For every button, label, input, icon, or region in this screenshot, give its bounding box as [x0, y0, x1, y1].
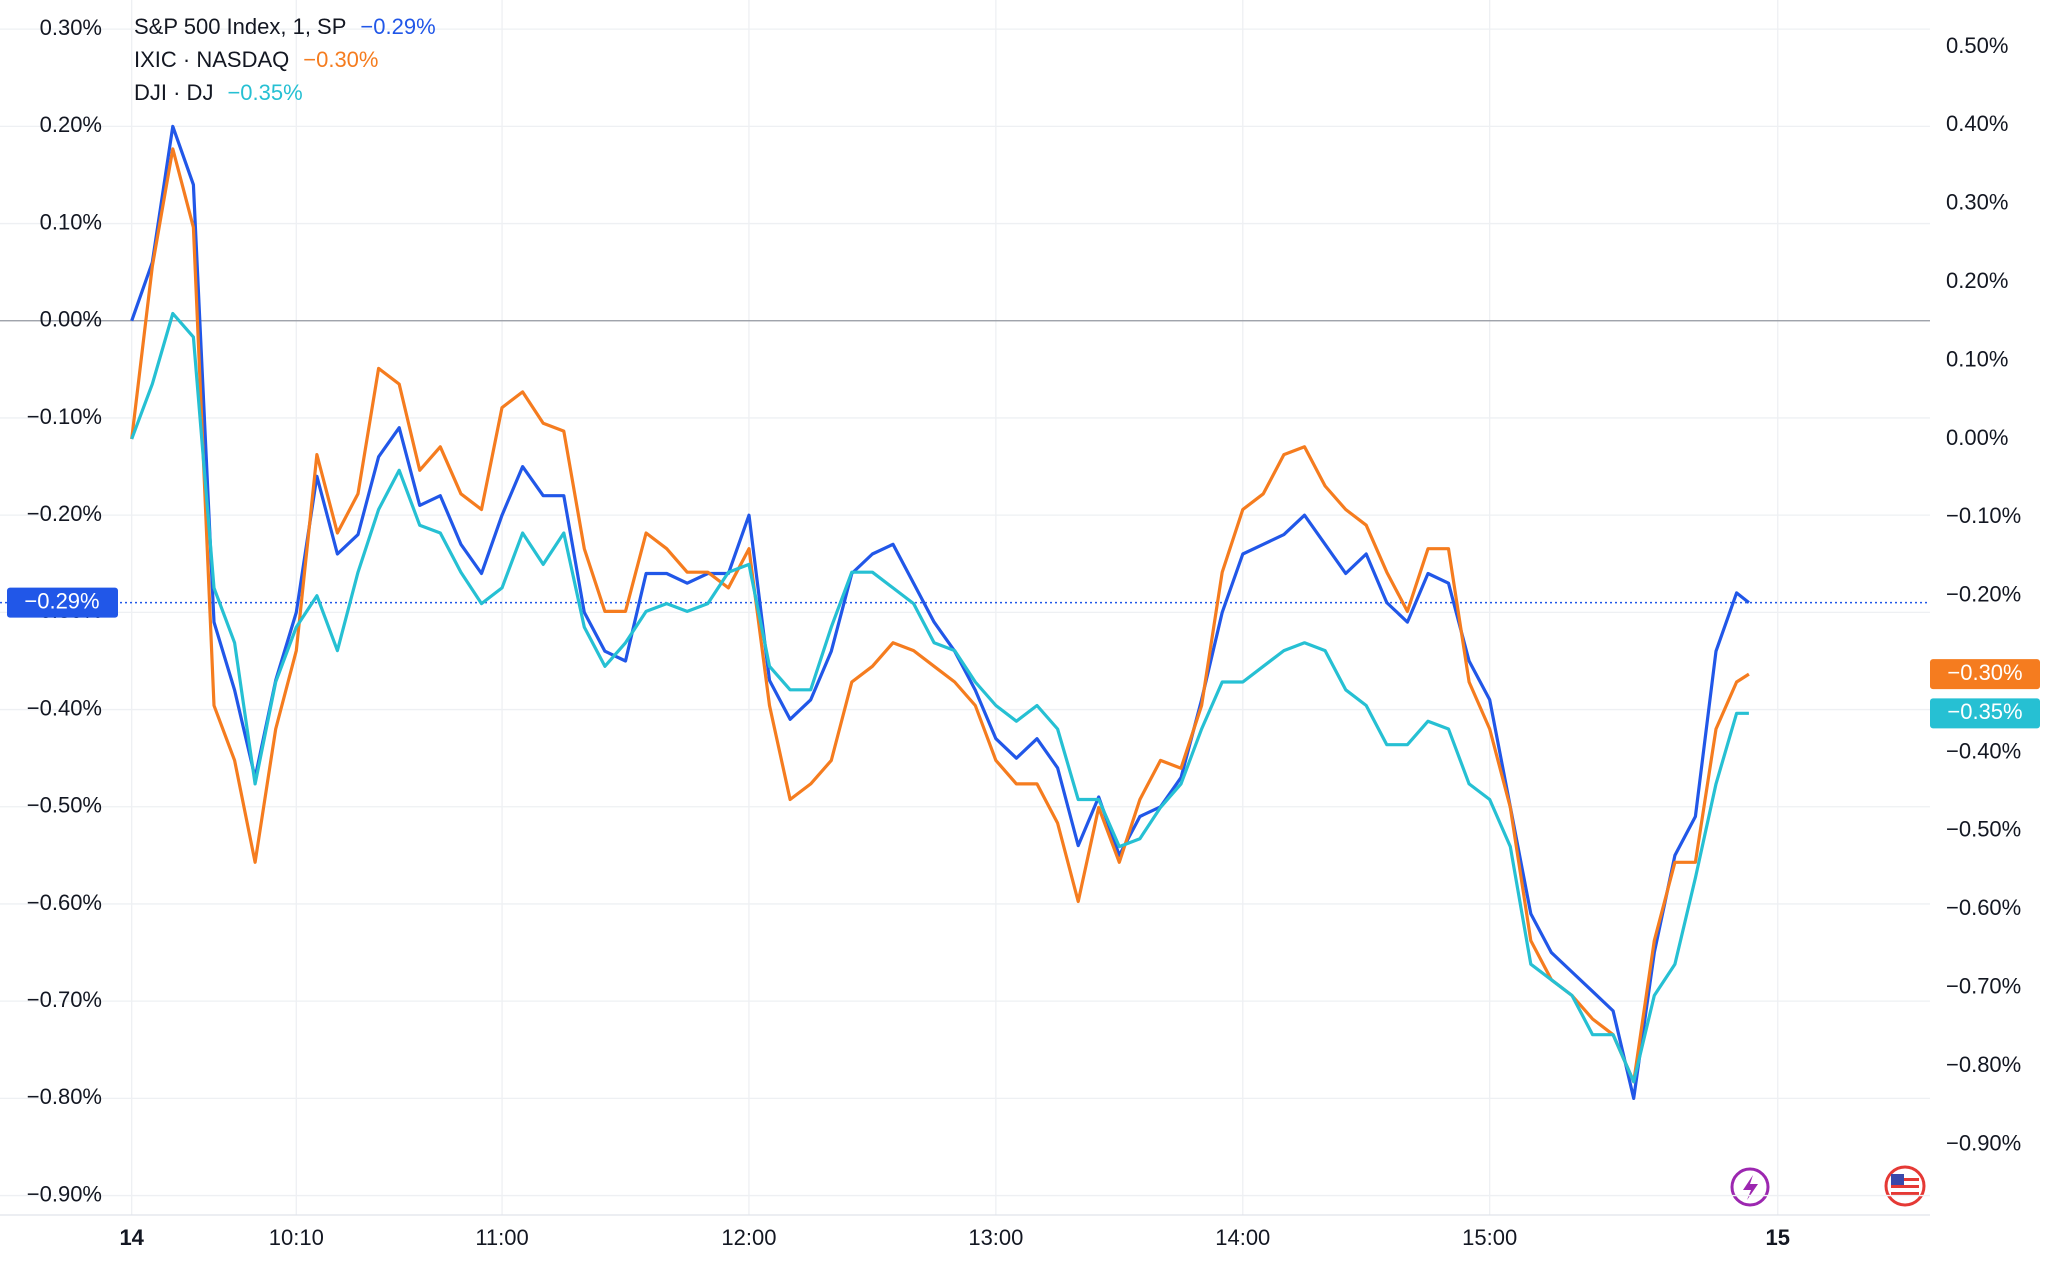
y2-tick-label: 0.10%: [1946, 346, 2008, 371]
legend-label: DJI · DJ: [134, 80, 213, 105]
series-line: [130, 147, 1750, 1084]
x-tick-label: 15: [1765, 1225, 1789, 1250]
y2-tick-label: 0.20%: [1946, 268, 2008, 293]
x-tick-label: 13:00: [968, 1225, 1023, 1250]
y-tick-label: −0.90%: [27, 1181, 102, 1206]
y2-tick-label: 0.50%: [1946, 33, 2008, 58]
x-tick-label: 15:00: [1462, 1225, 1517, 1250]
legend-label: S&P 500 Index, 1, SP: [134, 14, 346, 39]
x-tick-label: 14:00: [1215, 1225, 1270, 1250]
last-value-label: −0.35%: [1947, 699, 2022, 724]
grid: [0, 0, 1930, 1216]
last-value-badge: [1930, 659, 2040, 690]
y2-tick-label: −0.90%: [1946, 1130, 2021, 1155]
y-tick-label: −0.50%: [27, 793, 102, 818]
y-tick-label: 0.20%: [40, 112, 102, 137]
y-tick-label: −0.10%: [27, 404, 102, 429]
lightning-icon[interactable]: [1730, 1167, 1770, 1207]
y-tick-label: −0.70%: [27, 987, 102, 1012]
y2-tick-label: 0.00%: [1946, 425, 2008, 450]
y2-tick-label: −0.20%: [1946, 582, 2021, 607]
y2-tick-label: −0.10%: [1946, 503, 2021, 528]
legend: S&P 500 Index, 1, SP −0.29%IXIC · NASDAQ −…: [134, 14, 436, 105]
last-value-label: −0.29%: [24, 588, 99, 613]
labels: 14 10:10 11:00 12:00 13:00 14:00 15:00 15 0.30% 0…: [7, 15, 2040, 1250]
y2-tick-label: −0.70%: [1946, 973, 2021, 998]
x-tick-label: 14: [119, 1225, 144, 1250]
x-tick-label: 10:10: [269, 1225, 324, 1250]
y-tick-label: −0.20%: [27, 501, 102, 526]
last-value-badge: [7, 587, 118, 618]
y2-tick-label: −0.80%: [1946, 1052, 2021, 1077]
y2-tick-label: −0.50%: [1946, 817, 2021, 842]
last-value-badge: [1930, 698, 2040, 729]
series-line: [130, 124, 1750, 1100]
y-tick-label: 0.30%: [40, 15, 102, 40]
legend-value: −0.29%: [360, 14, 435, 39]
legend-value: −0.35%: [227, 80, 302, 105]
flag-icon[interactable]: [1884, 1165, 1926, 1207]
y2-tick-label: −0.40%: [1946, 738, 2021, 763]
x-tick-label: 11:00: [475, 1225, 528, 1250]
legend-label: IXIC · NASDAQ: [134, 47, 289, 72]
y2-tick-label: 0.30%: [1946, 190, 2008, 215]
last-value-label: −0.30%: [1947, 660, 2022, 685]
y-tick-label: −0.40%: [27, 695, 102, 720]
legend-value: −0.30%: [303, 47, 378, 72]
y-tick-label: −0.60%: [27, 890, 102, 915]
y2-tick-label: 0.40%: [1946, 111, 2008, 136]
x-tick-label: 12:00: [721, 1225, 776, 1250]
y-tick-label: 0.00%: [40, 307, 102, 332]
y-tick-label: 0.10%: [40, 209, 102, 234]
y-tick-label: −0.80%: [27, 1084, 102, 1109]
y2-tick-label: −0.60%: [1946, 895, 2021, 920]
lines: [130, 124, 1750, 1100]
series-line: [130, 311, 1749, 1084]
